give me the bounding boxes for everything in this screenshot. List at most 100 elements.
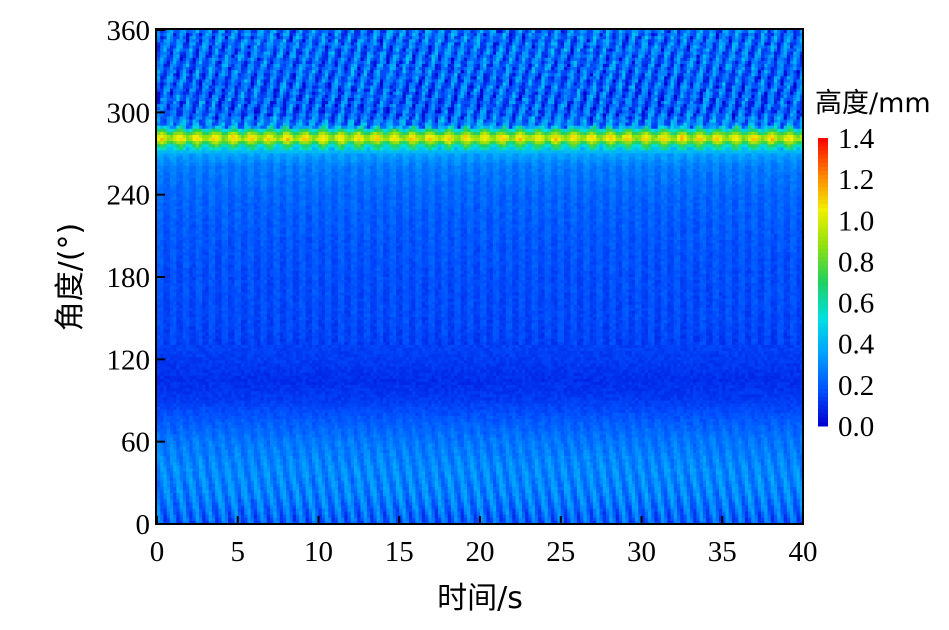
heatmap-cell: [451, 58, 455, 61]
heatmap-cell: [302, 55, 306, 58]
heatmap-cell: [435, 42, 439, 45]
heatmap-cell: [690, 104, 694, 107]
heatmap-cell: [603, 36, 607, 39]
heatmap-cell: [503, 89, 507, 92]
heatmap-cell: [215, 55, 219, 58]
heatmap-cell: [638, 95, 642, 98]
heatmap-cell: [629, 49, 633, 52]
heatmap-cell: [186, 70, 190, 73]
heatmap-cell: [583, 61, 587, 64]
heatmap-cell: [193, 92, 197, 95]
heatmap-cell: [677, 55, 681, 58]
heatmap-cell: [577, 76, 581, 79]
heatmap-cell: [519, 55, 523, 58]
heatmap-cell: [654, 79, 658, 82]
heatmap-cell: [173, 79, 177, 82]
heatmap-cell: [570, 98, 574, 101]
heatmap-cell: [393, 30, 397, 33]
heatmap-cell: [183, 82, 187, 85]
heatmap-cell: [780, 104, 784, 107]
heatmap-cell: [551, 70, 555, 73]
heatmap-cell: [396, 61, 400, 64]
heatmap-cell: [622, 52, 626, 55]
heatmap-cell: [509, 104, 513, 107]
heatmap-cell: [241, 89, 245, 92]
heatmap-cell: [425, 79, 429, 82]
heatmap-cell: [735, 104, 739, 107]
heatmap-cell: [645, 98, 649, 101]
heatmap-cell: [477, 39, 481, 42]
heatmap-cell: [432, 104, 436, 107]
heatmap-cell: [583, 82, 587, 85]
heatmap-cell: [183, 101, 187, 104]
heatmap-cell: [348, 79, 352, 82]
heatmap-cell: [205, 104, 209, 107]
heatmap-cell: [516, 55, 520, 58]
heatmap-cell: [629, 101, 633, 104]
heatmap-cell: [251, 30, 255, 33]
heatmap-cell: [396, 70, 400, 73]
heatmap-cell: [725, 82, 729, 85]
heatmap-cell: [380, 104, 384, 107]
heatmap-cell: [380, 70, 384, 73]
heatmap-cell: [609, 58, 613, 61]
heatmap-cell: [483, 39, 487, 42]
heatmap-cell: [170, 86, 174, 89]
heatmap-cell: [383, 104, 387, 107]
heatmap-cell: [370, 92, 374, 95]
heatmap-cell: [163, 42, 167, 45]
heatmap-cell: [590, 101, 594, 104]
heatmap-cell: [163, 45, 167, 48]
heatmap-cell: [183, 61, 187, 64]
heatmap-cell: [348, 101, 352, 104]
heatmap-cell: [364, 64, 368, 67]
heatmap-cell: [551, 92, 555, 95]
heatmap-cell: [167, 98, 171, 101]
heatmap-cell: [658, 76, 662, 79]
heatmap-cell: [764, 82, 768, 85]
heatmap-cell: [674, 36, 678, 39]
heatmap-cell: [729, 39, 733, 42]
heatmap-cell: [351, 101, 355, 104]
heatmap-cell: [567, 33, 571, 36]
heatmap-cell: [299, 79, 303, 82]
heatmap-cell: [393, 76, 397, 79]
heatmap-cell: [771, 101, 775, 104]
heatmap-cell: [570, 45, 574, 48]
heatmap-cell: [390, 70, 394, 73]
heatmap-cell: [390, 89, 394, 92]
heatmap-cell: [538, 70, 542, 73]
heatmap-cell: [519, 101, 523, 104]
heatmap-cell: [364, 89, 368, 92]
heatmap-cell: [612, 64, 616, 67]
heatmap-cell: [338, 64, 342, 67]
heatmap-cell: [322, 95, 326, 98]
heatmap-cell: [538, 30, 542, 33]
heatmap-cell: [163, 36, 167, 39]
heatmap-cell: [583, 67, 587, 70]
heatmap-cell: [257, 89, 261, 92]
heatmap-cell: [535, 89, 539, 92]
heatmap-cell: [386, 104, 390, 107]
heatmap-cell: [516, 49, 520, 52]
heatmap-cell: [399, 70, 403, 73]
heatmap-cell: [722, 36, 726, 39]
heatmap-cell: [196, 58, 200, 61]
heatmap-cell: [338, 42, 342, 45]
heatmap-cell: [777, 79, 781, 82]
heatmap-cell: [260, 64, 264, 67]
heatmap-cell: [716, 64, 720, 67]
heatmap-cell: [742, 89, 746, 92]
heatmap-cell: [202, 64, 206, 67]
heatmap-cell: [716, 89, 720, 92]
heatmap-cell: [225, 98, 229, 101]
heatmap-cell: [264, 76, 268, 79]
heatmap-cell: [496, 45, 500, 48]
heatmap-cell: [593, 86, 597, 89]
heatmap-cell: [470, 86, 474, 89]
heatmap-cell: [567, 89, 571, 92]
heatmap-cell: [554, 98, 558, 101]
heatmap-cell: [654, 70, 658, 73]
heatmap-cell: [293, 82, 297, 85]
heatmap-cell: [596, 64, 600, 67]
